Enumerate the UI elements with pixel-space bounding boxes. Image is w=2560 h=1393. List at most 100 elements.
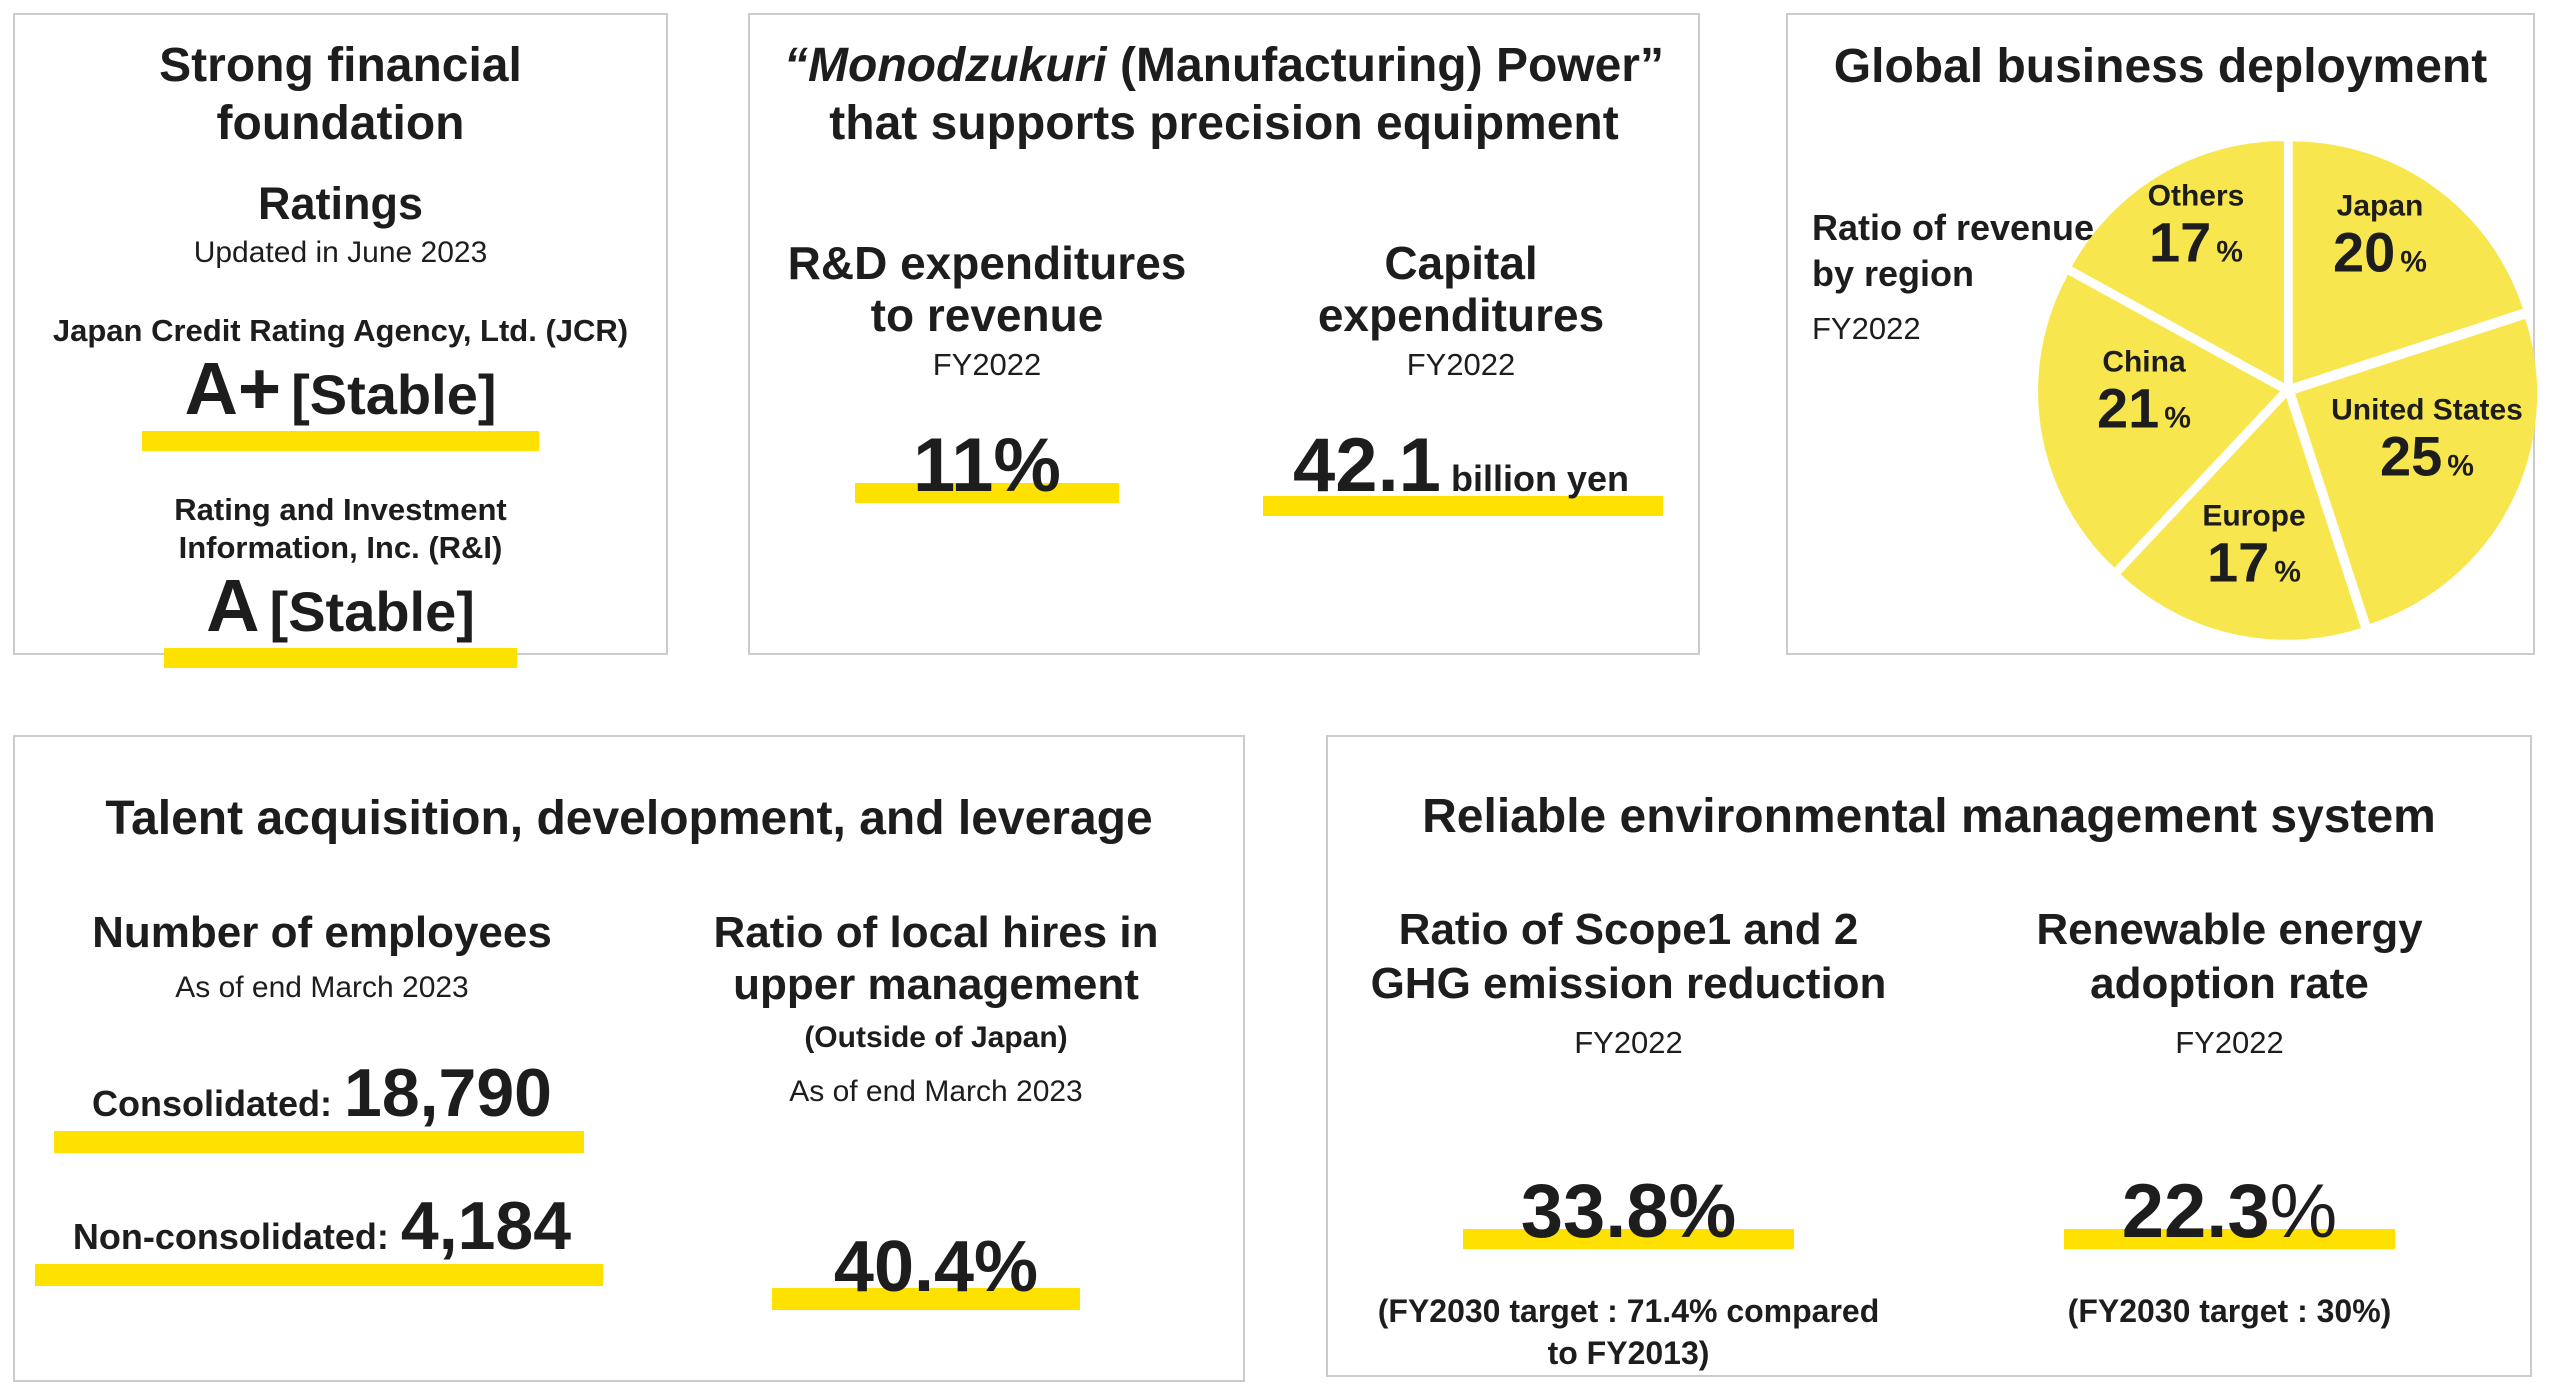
percent-sign: % bbox=[2164, 401, 2191, 435]
global-card-title: Global business deployment bbox=[1833, 40, 2488, 93]
ri-agency-name-line2: Information, Inc. (R&I) bbox=[178, 530, 503, 565]
renewable-heading: Renewable energy adoption rate bbox=[1929, 903, 2530, 1011]
ratings-updated-date: Updated in June 2023 bbox=[193, 236, 488, 269]
local-hires-metric: Ratio of local hires in upper management… bbox=[629, 907, 1243, 1310]
revenue-ratio-label-line2: by region bbox=[1812, 253, 1975, 294]
employees-heading: Number of employees bbox=[92, 908, 552, 957]
employees-consolidated-row: Consolidated: 18,790 bbox=[15, 1059, 629, 1153]
pie-slice-europe bbox=[2120, 397, 2362, 640]
rd-highlight-bar bbox=[855, 483, 1119, 503]
revenue-ratio-label-line1: Ratio of revenue bbox=[1812, 207, 2095, 248]
monodzukuri-title-line1: “Monodzukuri (Manufacturing) Power” bbox=[750, 37, 1698, 95]
renewable-heading-line1: Renewable energy bbox=[2036, 905, 2423, 954]
rd-heading-line1: R&D expenditures bbox=[787, 237, 1187, 289]
pie-label-name: Europe bbox=[2202, 499, 2306, 533]
ghg-heading-line2: GHG emission reduction bbox=[1370, 959, 1887, 1008]
ghg-heading-line1: Ratio of Scope1 and 2 bbox=[1398, 905, 1859, 954]
jcr-rating-value: A+ bbox=[184, 347, 282, 430]
monodzukuri-title-line1-rest: (Manufacturing) Power” bbox=[1106, 39, 1664, 92]
capex-period: FY2022 bbox=[1406, 347, 1516, 382]
local-hires-heading-line2: upper management bbox=[733, 960, 1139, 1009]
card-talent: Talent acquisition, development, and lev… bbox=[13, 735, 1245, 1382]
pie-slice-united-states bbox=[2295, 318, 2538, 624]
pie-label-name: Japan bbox=[2336, 189, 2424, 223]
rd-heading-line2: to revenue bbox=[870, 289, 1104, 341]
pie-slice-china bbox=[2038, 274, 2281, 568]
ri-rating-value: A bbox=[206, 564, 260, 647]
capex-highlight-bar bbox=[1263, 496, 1663, 516]
pie-label-japan: Japan 20% bbox=[2333, 190, 2427, 297]
monodzukuri-card-title: “Monodzukuri (Manufacturing) Power” that… bbox=[750, 37, 1698, 153]
ri-agency-name-line1: Rating and Investment bbox=[174, 492, 507, 527]
pie-slice-others bbox=[2071, 141, 2284, 384]
monodzukuri-title-italic: “Monodzukuri bbox=[784, 39, 1107, 92]
consolidated-highlight-bar bbox=[54, 1131, 584, 1153]
capex-heading: Capital expenditures bbox=[1224, 237, 1698, 341]
ghg-period: FY2022 bbox=[1574, 1025, 1683, 1060]
capex-heading-line2: expenditures bbox=[1317, 289, 1605, 341]
card-environment: Reliable environmental management system… bbox=[1326, 735, 2532, 1377]
revenue-ratio-period: FY2022 bbox=[1812, 311, 1921, 346]
nonconsolidated-value: 4,184 bbox=[400, 1188, 572, 1264]
pie-slice-japan bbox=[2292, 141, 2523, 384]
environment-card-title: Reliable environmental management system bbox=[1422, 790, 2436, 843]
employees-metric: Number of employees As of end March 2023… bbox=[15, 907, 629, 1303]
local-hires-highlight-bar bbox=[771, 1288, 1081, 1310]
capex-value-unit: billion yen bbox=[1450, 458, 1629, 499]
pie-label-value: 20% bbox=[2333, 220, 2427, 284]
pie-label-europe: Europe 17% bbox=[2202, 500, 2305, 607]
percent-sign: % bbox=[2216, 235, 2243, 269]
consolidated-value: 18,790 bbox=[344, 1055, 552, 1131]
revenue-ratio-label: Ratio of revenue by region bbox=[1812, 205, 2094, 297]
ghg-value: 33.8% bbox=[1520, 1169, 1737, 1254]
local-hires-scope: (Outside of Japan) bbox=[804, 1021, 1068, 1054]
pie-label-value: 21% bbox=[2097, 376, 2191, 440]
local-hires-heading: Ratio of local hires in upper management bbox=[629, 907, 1243, 1011]
renewable-heading-line2: adoption rate bbox=[2090, 959, 2369, 1008]
renewable-value-highlight: 22.3% bbox=[2063, 1174, 2396, 1250]
ghg-value-highlight: 33.8% bbox=[1462, 1174, 1795, 1250]
jcr-rating-highlight: A+ [Stable] bbox=[142, 352, 539, 451]
percent-sign: % bbox=[2447, 449, 2474, 483]
capex-value-line: 42.1 billion yen bbox=[1224, 428, 1698, 517]
rd-expenditures-metric: R&D expenditures to revenue FY2022 11% bbox=[750, 237, 1224, 517]
ri-rating-line: A [Stable] bbox=[15, 569, 666, 668]
jcr-highlight-bar bbox=[142, 431, 539, 451]
card-monodzukuri-power: “Monodzukuri (Manufacturing) Power” that… bbox=[748, 13, 1700, 655]
ri-agency-name: Rating and Investment Information, Inc. … bbox=[15, 491, 666, 567]
local-hires-highlight: 40.4% bbox=[771, 1231, 1081, 1310]
pie-label-name: China bbox=[2102, 345, 2186, 379]
revenue-pie-wrap bbox=[2038, 140, 2538, 640]
pie-label-others: Others 17% bbox=[2148, 180, 2245, 287]
pie-label-name: Others bbox=[2147, 179, 2245, 213]
local-hires-value: 40.4% bbox=[833, 1227, 1039, 1307]
financial-title-line1: Strong financial bbox=[159, 39, 522, 92]
rd-value-highlight: 11% bbox=[855, 428, 1119, 504]
renewable-period: FY2022 bbox=[2175, 1025, 2284, 1060]
rd-heading: R&D expenditures to revenue bbox=[750, 237, 1224, 341]
renewable-metric: Renewable energy adoption rate FY2022 22… bbox=[1929, 903, 2530, 1374]
card-financial-foundation: Strong financial foundation Ratings Upda… bbox=[13, 13, 668, 668]
financial-card-title: Strong financial foundation bbox=[15, 37, 666, 153]
nonconsolidated-label: Non-consolidated: bbox=[72, 1216, 389, 1257]
capex-value-number: 42.1 bbox=[1293, 423, 1441, 508]
ghg-highlight-bar bbox=[1462, 1229, 1795, 1249]
consolidated-label: Consolidated: bbox=[92, 1083, 332, 1124]
pie-label-united-states: United States 25% bbox=[2331, 394, 2523, 501]
renewable-value-line: 22.3% bbox=[1929, 1174, 2530, 1250]
capex-value-highlight: 42.1 billion yen bbox=[1263, 428, 1663, 517]
employees-asof: As of end March 2023 bbox=[175, 971, 469, 1004]
revenue-ratio-legend: Ratio of revenue by region FY2022 bbox=[1812, 205, 2094, 344]
financial-title-line2: foundation bbox=[216, 97, 465, 150]
ri-rating-highlight: A [Stable] bbox=[164, 569, 517, 668]
pie-label-value: 17% bbox=[2207, 530, 2301, 594]
local-hires-asof: As of end March 2023 bbox=[789, 1075, 1083, 1108]
nonconsolidated-highlight-bar bbox=[34, 1264, 604, 1286]
pie-label-value: 25% bbox=[2380, 424, 2474, 488]
revenue-pie-chart bbox=[2038, 141, 2538, 640]
renewable-value-percent: % bbox=[2269, 1169, 2338, 1254]
ghg-metric: Ratio of Scope1 and 2 GHG emission reduc… bbox=[1328, 903, 1929, 1374]
ri-highlight-bar bbox=[164, 648, 517, 668]
capex-metric: Capital expenditures FY2022 42.1 billion … bbox=[1224, 237, 1698, 517]
